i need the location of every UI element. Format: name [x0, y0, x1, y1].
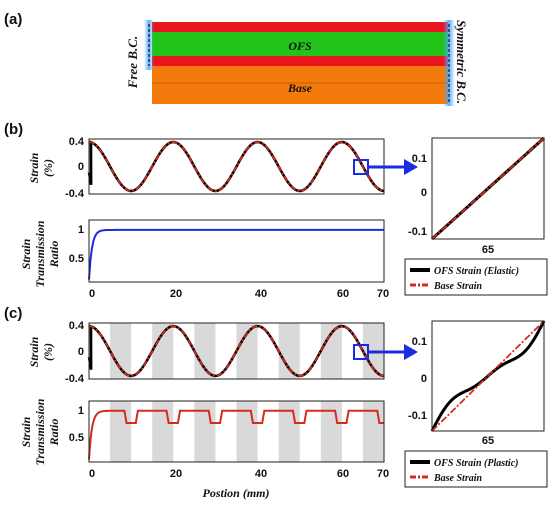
- c-inset-plot: [430, 320, 546, 432]
- b-strain-ylabel-line1: Strain: [27, 152, 41, 183]
- ofs-label: OFS: [288, 39, 312, 53]
- c-ratio-ylabel-line2: Transmission: [33, 398, 47, 465]
- shaded-band-5: [320, 323, 342, 379]
- c-ratio-ylabel-line1: Strain: [19, 416, 33, 447]
- shaded-band-0: [110, 323, 132, 379]
- b-ratio-plot: [88, 228, 384, 280]
- b-inset-xtick: 65: [482, 244, 494, 256]
- right-bc-glow: [443, 20, 455, 106]
- right-bc-label: Symmetric B.C.: [454, 20, 469, 104]
- b-xtick-20: 20: [170, 288, 182, 300]
- base-orange-layer: [152, 66, 448, 104]
- b-ratio-ylabel-line3: Ratio: [47, 241, 61, 269]
- panel-label-b: (b): [4, 121, 23, 138]
- b-inset-base-line: [431, 137, 545, 240]
- b-strain-ytick-bottom: -0.4: [65, 188, 85, 200]
- c-ratio-ylabel: Strain Transmission Ratio: [19, 398, 61, 465]
- base-label: Base: [287, 81, 313, 95]
- c-inset-ytick-m01: -0.1: [408, 410, 427, 422]
- c-zoom-arrow-head: [404, 344, 418, 360]
- c-ratio-axes-frame: [88, 400, 385, 463]
- b-inset-plot: [430, 136, 546, 241]
- b-inset-ytick-0: 0: [421, 187, 427, 199]
- b-strain-ytick-zero: 0: [78, 161, 84, 173]
- shaded-band-3: [236, 323, 258, 379]
- b-ratio-axes-frame: [88, 219, 385, 283]
- b-inset-ytick-m01: -0.1: [408, 226, 427, 238]
- b-strain-ylabel: Strain (%): [27, 152, 55, 183]
- b-inset-frame: [431, 137, 545, 240]
- c-inset-frame: [431, 320, 545, 432]
- b-ofs-strain-line: [87, 140, 385, 193]
- b-ratio-ylabel-line2: Transmission: [33, 220, 47, 287]
- ofs-top-red-layer: [152, 22, 448, 32]
- b-xtick-40: 40: [255, 288, 267, 300]
- panel-label-a: (a): [4, 11, 22, 28]
- b-ratio-ylabel-line1: Strain: [19, 238, 33, 269]
- c-strain-ytick-top: 0.4: [69, 320, 85, 332]
- shaded-band-1: [152, 323, 174, 379]
- b-ratio-ylabel: Strain Transmission Ratio: [19, 220, 61, 287]
- panel-b: (b) Strain (%) 0.4 0 -0.4 Strain Transmi…: [4, 121, 548, 300]
- c-ratio-plot: [88, 401, 384, 462]
- b-legend-ofs-label: OFS Strain (Elastic): [434, 266, 519, 277]
- c-xtick-20: 20: [170, 468, 182, 480]
- c-xlabel: Postion (mm): [202, 486, 269, 500]
- panel-c: (c) Strain (%) 0.4 0 -0.4 Strain Transmi…: [4, 305, 548, 500]
- b-strain-plot: [87, 140, 385, 193]
- panel-label-c: (c): [4, 305, 22, 322]
- c-ratio-ytick-1: 1: [78, 405, 84, 417]
- b-ratio-line: [88, 228, 384, 280]
- b-inset-ytick-01: 0.1: [412, 153, 427, 165]
- b-legend-box: [404, 258, 548, 296]
- b-ratio-ytick-05: 0.5: [69, 253, 84, 265]
- c-legend-box: [404, 450, 548, 488]
- b-base-strain-line: [88, 141, 385, 192]
- shaded-band-4: [278, 323, 300, 379]
- c-strain-ylabel-line1: Strain: [27, 336, 41, 367]
- c-strain-ytick-bottom: -0.4: [65, 373, 85, 385]
- shaded-band-2: [194, 323, 216, 379]
- c-inset-ytick-0: 0: [421, 373, 427, 385]
- c-ratio-ylabel-line3: Ratio: [47, 419, 61, 447]
- c-inset-base-line: [431, 320, 545, 432]
- c-ratio-line: [88, 409, 384, 460]
- b-xtick-60: 60: [337, 288, 349, 300]
- b-xtick-0: 0: [89, 288, 95, 300]
- c-inset-xtick: 65: [482, 435, 494, 447]
- c-base-strain-line: [88, 325, 385, 377]
- c-legend-ofs-label: OFS Strain (Plastic): [434, 458, 518, 469]
- c-strain-ylabel-line2: (%): [41, 343, 55, 361]
- ofs-green-layer: [152, 32, 448, 56]
- b-legend-base-label: Base Strain: [433, 281, 483, 292]
- c-strain-plot: [87, 323, 385, 379]
- c-legend-base-label: Base Strain: [433, 473, 483, 484]
- c-strain-ylabel: Strain (%): [27, 336, 55, 367]
- c-inset-ytick-01: 0.1: [412, 336, 427, 348]
- b-strain-ylabel-line2: (%): [41, 159, 55, 177]
- b-ratio-ytick-1: 1: [78, 224, 84, 236]
- panel-a: (a) OFS Base Free B.C. Symmetric B.C.: [4, 11, 469, 106]
- ofs-bottom-red-layer: [152, 56, 448, 66]
- c-xtick-70: 70: [377, 468, 389, 480]
- c-xtick-60: 60: [337, 468, 349, 480]
- c-strain-ytick-zero: 0: [78, 346, 84, 358]
- c-xtick-0: 0: [89, 468, 95, 480]
- b-zoom-arrow-head: [404, 159, 418, 175]
- b-strain-ytick-top: 0.4: [69, 136, 85, 148]
- b-xtick-70: 70: [377, 288, 389, 300]
- c-ratio-ytick-05: 0.5: [69, 432, 84, 444]
- c-xtick-40: 40: [255, 468, 267, 480]
- left-bc-label: Free B.C.: [125, 36, 140, 89]
